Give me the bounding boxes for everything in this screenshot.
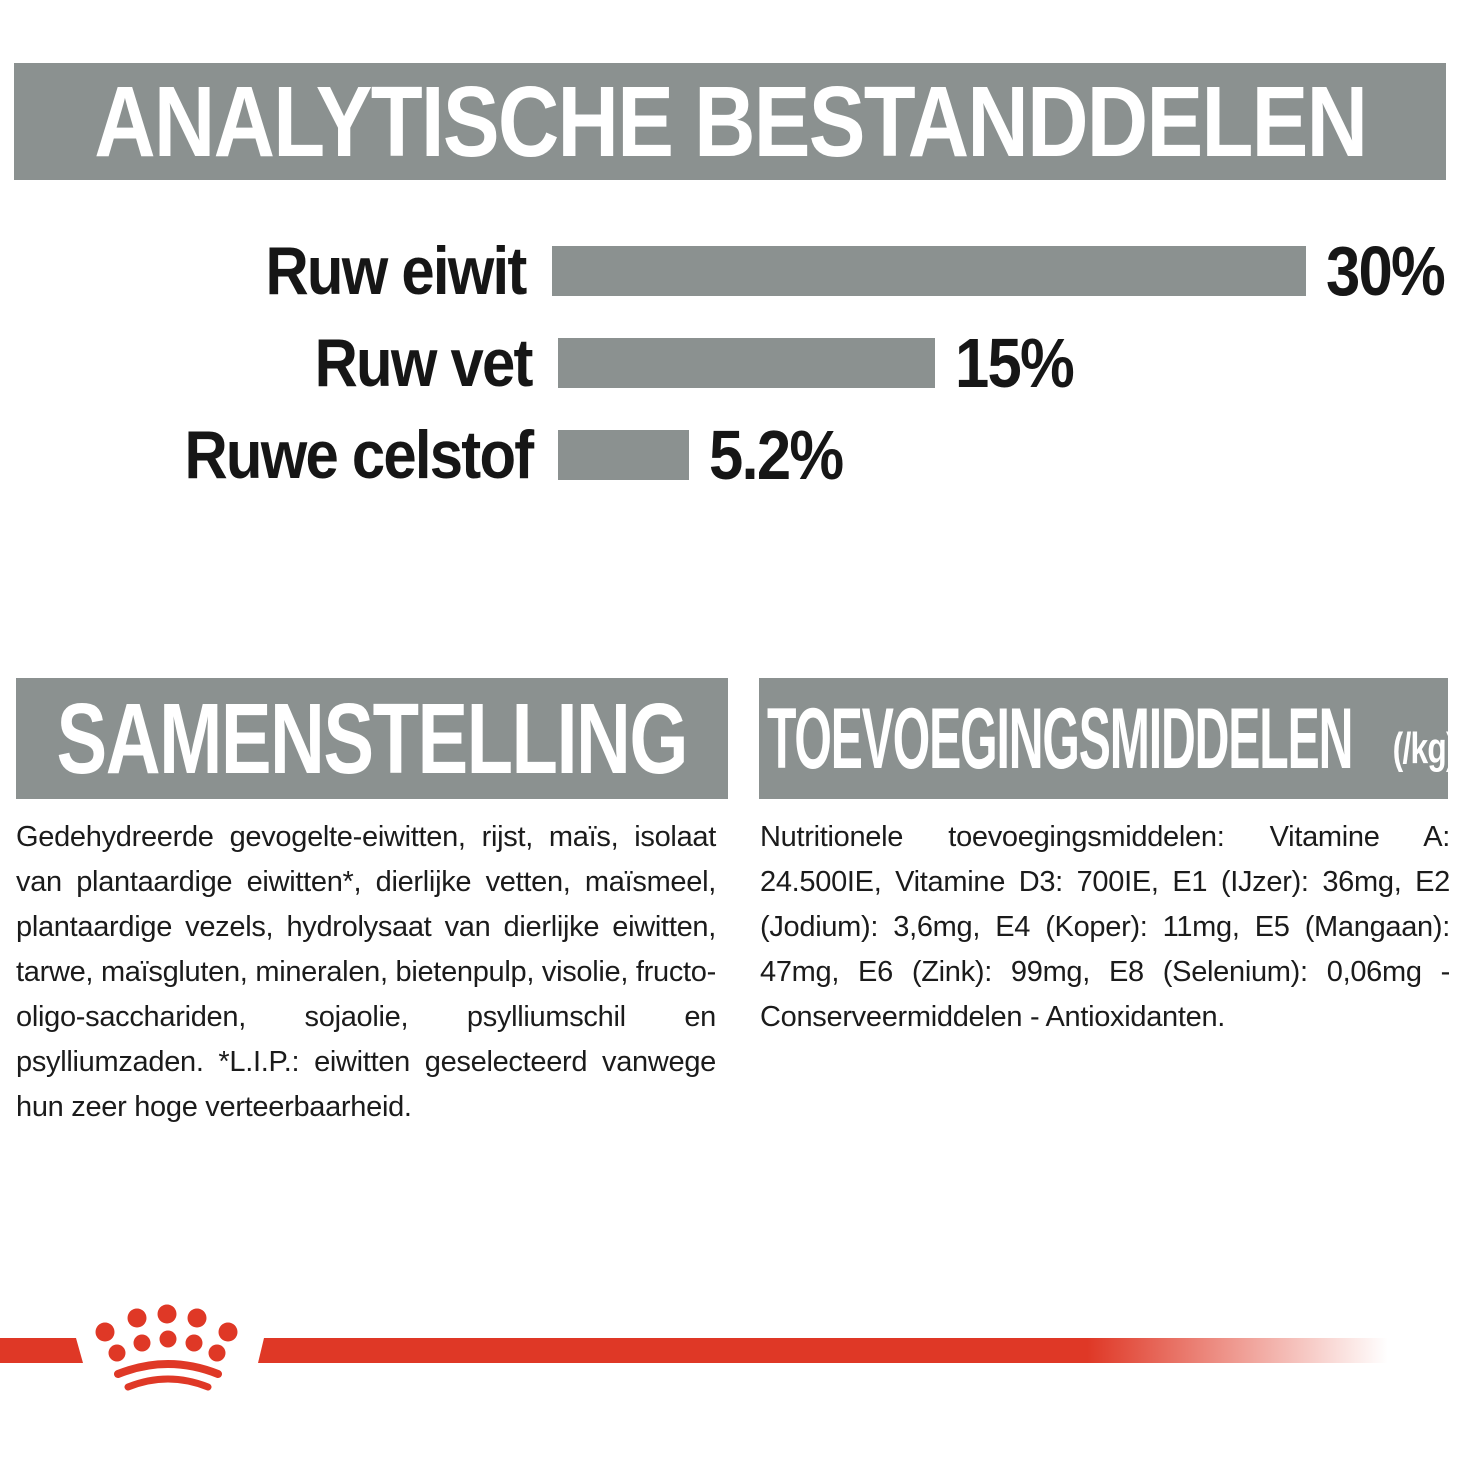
additives-section-title: TOEVOEGINGSMIDDELEN — [767, 690, 1353, 787]
bar-value-label: 15% — [955, 324, 1075, 402]
additives-unit-suffix: (/kg) — [1392, 724, 1457, 773]
bar-value-label: 30% — [1325, 232, 1446, 310]
bar-chart-row: Ruw vet 15% — [0, 328, 1460, 398]
bar-fill — [551, 246, 1306, 296]
additives-section-header: TOEVOEGINGSMIDDELEN (/kg) — [759, 678, 1457, 799]
bar-fill — [558, 430, 689, 480]
composition-section-title: SAMENSTELLING — [56, 682, 689, 795]
brand-stripe-right — [258, 1338, 1460, 1363]
nutrition-bar-chart: Ruw eiwit 30% Ruw vet 15% Ruwe celstof 5… — [0, 236, 1460, 522]
composition-text: Gedehydreerde gevogelte-eiwitten, rijst,… — [16, 821, 716, 1123]
bar-chart-row: Ruw eiwit 30% — [0, 236, 1460, 306]
brand-stripe-left — [0, 1338, 83, 1363]
bar-category-label: Ruwe celstof — [184, 417, 534, 493]
additives-text: Nutritionele toevoegingsmiddelen: Vitami… — [760, 821, 1450, 1033]
bar-value-label: 5.2% — [709, 416, 844, 494]
bar-fill — [558, 338, 935, 388]
bar-category-label: Ruw eiwit — [265, 233, 528, 309]
royal-canin-crown-icon — [95, 1304, 238, 1391]
composition-section-header: SAMENSTELLING — [16, 678, 728, 799]
analytical-section-title: ANALYTISCHE BESTANDDELEN — [93, 65, 1368, 178]
bar-chart-row: Ruwe celstof 5.2% — [0, 420, 1460, 490]
bar-category-label: Ruw vet — [314, 325, 534, 401]
analytical-section-header: ANALYTISCHE BESTANDDELEN — [14, 63, 1446, 180]
